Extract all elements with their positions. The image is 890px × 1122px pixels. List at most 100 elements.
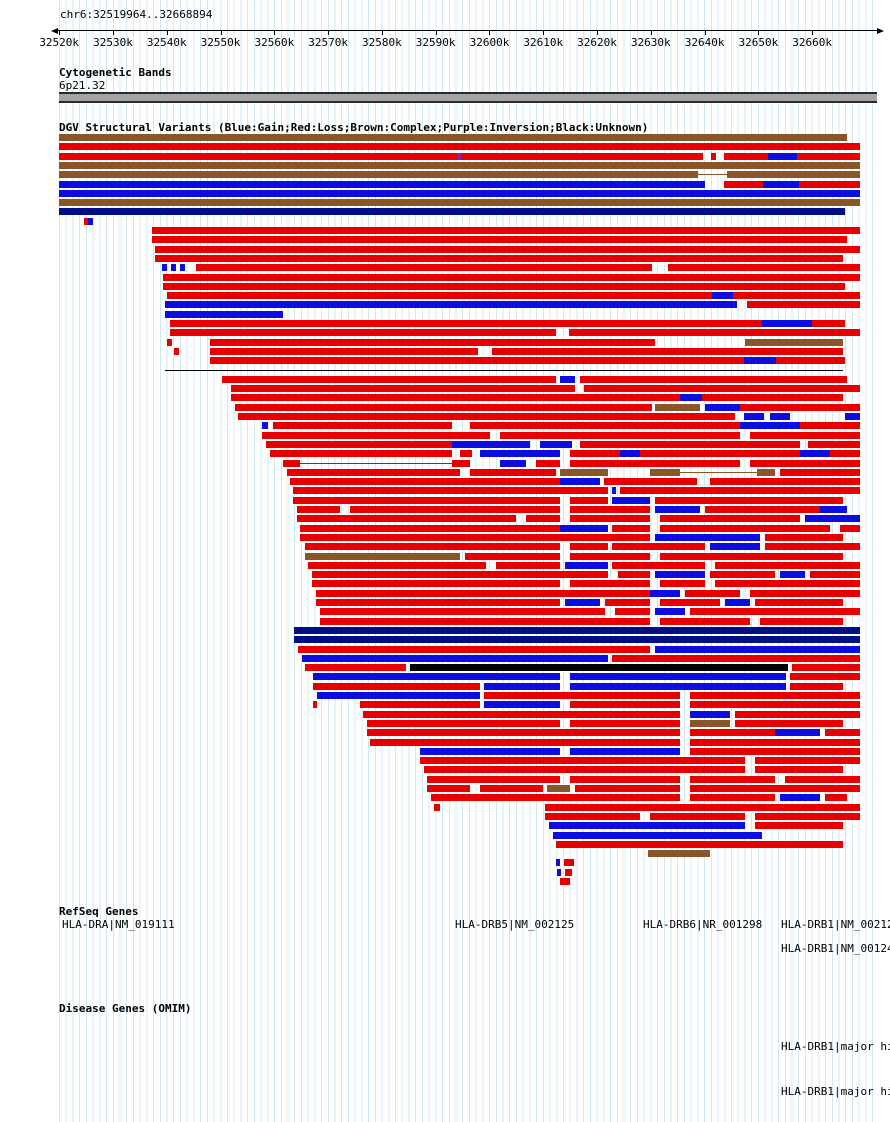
variant-bar[interactable] <box>320 618 650 625</box>
variant-bar[interactable] <box>460 450 472 457</box>
variant-bar[interactable] <box>690 701 860 708</box>
variant-bar[interactable] <box>313 673 560 680</box>
variant-bar[interactable] <box>424 766 745 773</box>
variant-bar[interactable] <box>294 627 860 634</box>
variant-bar[interactable] <box>570 701 680 708</box>
variant-bar[interactable] <box>735 711 860 718</box>
variant-bar[interactable] <box>750 432 860 439</box>
cytoband-bar[interactable] <box>59 92 877 103</box>
variant-bar[interactable] <box>724 153 768 160</box>
variant-bar[interactable] <box>367 729 680 736</box>
variant-bar[interactable] <box>660 599 720 606</box>
variant-bar[interactable] <box>755 813 860 820</box>
variant-bar[interactable] <box>492 348 843 355</box>
variant-bar[interactable] <box>570 720 680 727</box>
variant-bar[interactable] <box>300 463 452 464</box>
variant-bar[interactable] <box>480 785 543 792</box>
variant-bar[interactable] <box>84 218 88 225</box>
variant-bar[interactable] <box>750 460 860 467</box>
variant-bar[interactable] <box>174 348 179 355</box>
variant-bar[interactable] <box>805 515 860 522</box>
variant-bar[interactable] <box>540 441 572 448</box>
variant-bar[interactable] <box>171 264 176 271</box>
variant-bar[interactable] <box>845 413 860 420</box>
variant-bar[interactable] <box>560 469 608 476</box>
variant-bar[interactable] <box>755 599 843 606</box>
variant-bar[interactable] <box>690 794 775 801</box>
variant-bar[interactable] <box>650 469 680 476</box>
variant-bar[interactable] <box>710 478 860 485</box>
variant-bar[interactable] <box>287 469 460 476</box>
variant-bar[interactable] <box>297 506 340 513</box>
variant-bar[interactable] <box>776 357 845 364</box>
variant-bar[interactable] <box>238 413 735 420</box>
variant-bar[interactable] <box>155 255 843 262</box>
variant-bar[interactable] <box>565 562 608 569</box>
variant-bar[interactable] <box>705 404 740 411</box>
variant-bar[interactable] <box>745 339 843 346</box>
variant-bar[interactable] <box>547 785 570 792</box>
variant-bar[interactable] <box>155 246 860 253</box>
variant-bar[interactable] <box>293 487 608 494</box>
variant-bar[interactable] <box>427 776 560 783</box>
variant-bar[interactable] <box>317 692 480 699</box>
variant-bar[interactable] <box>557 869 561 876</box>
variant-bar[interactable] <box>770 413 790 420</box>
variant-bar[interactable] <box>570 683 786 690</box>
variant-bar[interactable] <box>650 590 680 597</box>
variant-bar[interactable] <box>790 673 860 680</box>
variant-bar[interactable] <box>313 701 317 708</box>
variant-bar[interactable] <box>690 711 730 718</box>
variant-bar[interactable] <box>165 301 737 308</box>
variant-bar[interactable] <box>820 506 847 513</box>
variant-bar[interactable] <box>570 497 608 504</box>
variant-bar[interactable] <box>615 608 650 615</box>
variant-bar[interactable] <box>570 776 680 783</box>
variant-bar[interactable] <box>270 450 452 457</box>
variant-bar[interactable] <box>655 608 685 615</box>
variant-bar[interactable] <box>59 171 698 178</box>
variant-bar[interactable] <box>655 534 760 541</box>
variant-bar[interactable] <box>762 320 812 327</box>
variant-bar[interactable] <box>690 785 860 792</box>
variant-bar[interactable] <box>305 664 406 671</box>
variant-bar[interactable] <box>810 571 860 578</box>
variant-bar[interactable] <box>300 534 650 541</box>
variant-bar[interactable] <box>210 339 655 346</box>
variant-bar[interactable] <box>612 487 616 494</box>
variant-bar[interactable] <box>59 134 847 141</box>
variant-bar[interactable] <box>570 748 680 755</box>
variant-bar[interactable] <box>618 571 650 578</box>
variant-bar[interactable] <box>780 469 860 476</box>
variant-bar[interactable] <box>152 236 847 243</box>
variant-bar[interactable] <box>755 822 843 829</box>
variant-bar[interactable] <box>59 181 705 188</box>
variant-bar[interactable] <box>210 357 744 364</box>
variant-bar[interactable] <box>760 618 843 625</box>
variant-bar[interactable] <box>308 562 486 569</box>
variant-bar[interactable] <box>420 757 745 764</box>
variant-bar[interactable] <box>570 673 786 680</box>
variant-bar[interactable] <box>744 413 764 420</box>
variant-bar[interactable] <box>612 525 650 532</box>
variant-bar[interactable] <box>545 804 860 811</box>
variant-bar[interactable] <box>698 174 727 175</box>
variant-bar[interactable] <box>584 385 860 392</box>
variant-bar[interactable] <box>765 534 843 541</box>
variant-bar[interactable] <box>740 404 860 411</box>
variant-bar[interactable] <box>470 469 556 476</box>
variant-bar[interactable] <box>710 543 760 550</box>
variant-bar[interactable] <box>690 739 860 746</box>
variant-bar[interactable] <box>526 515 560 522</box>
variant-bar[interactable] <box>690 692 860 699</box>
variant-bar[interactable] <box>231 394 680 401</box>
variant-bar[interactable] <box>740 422 800 429</box>
variant-bar[interactable] <box>655 506 700 513</box>
variant-bar[interactable] <box>580 441 800 448</box>
variant-bar[interactable] <box>167 292 712 299</box>
variant-bar[interactable] <box>763 181 799 188</box>
variant-bar[interactable] <box>290 478 560 485</box>
variant-bar[interactable] <box>170 329 556 336</box>
variant-bar[interactable] <box>570 543 608 550</box>
variant-bar[interactable] <box>553 832 762 839</box>
